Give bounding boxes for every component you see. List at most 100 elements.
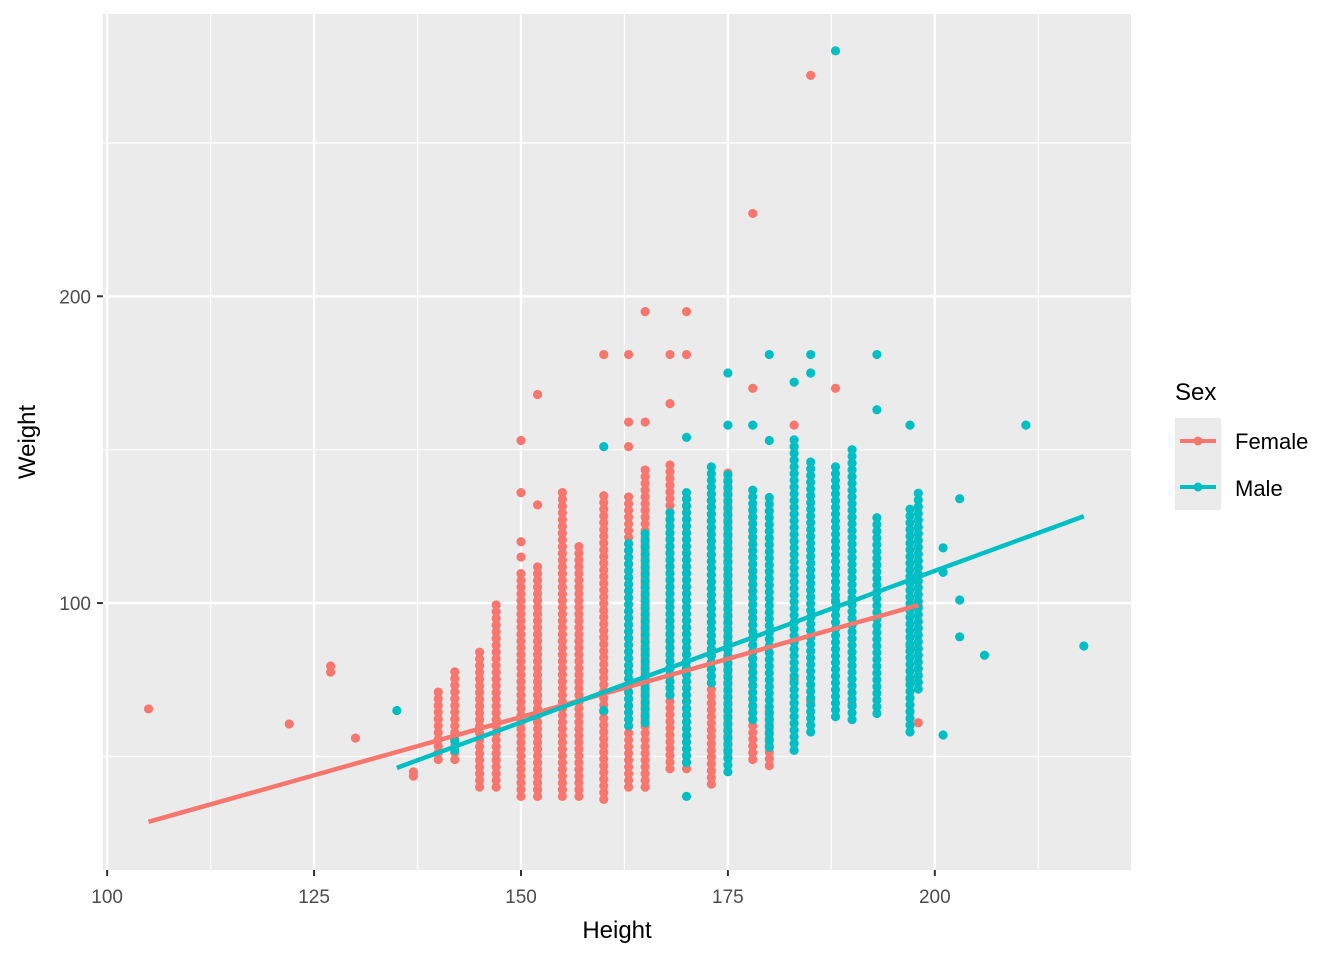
point-male [806,707,816,717]
point-male [806,639,816,649]
point-male [872,600,882,611]
point-female [557,771,567,781]
point-male [905,720,915,730]
point-male [764,506,774,516]
point-female [599,740,609,751]
point-female [623,775,634,786]
point-male [830,664,841,674]
point-male [789,469,799,479]
point-male [913,664,923,674]
point-male [723,625,733,635]
point-female [433,721,443,731]
point-male [748,559,758,570]
point-male [806,349,816,360]
point-female [557,535,567,545]
point-male [681,643,692,653]
point-male [681,535,692,545]
point-male [681,602,692,612]
point-male [706,509,716,519]
point-male [623,613,634,623]
point-male [847,566,857,576]
legend: Sex Female Male [1175,379,1308,510]
fit-lines [147,514,1085,824]
point-female [557,616,567,626]
point-male [789,583,799,593]
point-male [1021,420,1031,430]
point-male [789,570,799,580]
point-male [806,491,816,501]
point-male [723,740,733,750]
point-female [574,575,584,585]
point-male [913,495,923,505]
point-male [723,733,733,743]
point-female [574,663,584,673]
point-female [475,715,485,725]
point-male [706,664,716,674]
point-male [806,565,816,575]
point-male [640,542,650,552]
point-male [723,490,733,500]
point-male [830,502,841,512]
point-male [665,629,675,639]
legend-title: Sex [1175,379,1216,406]
point-female [599,585,609,595]
point-female [574,629,584,639]
point-female [557,650,567,660]
point-female [599,788,609,798]
point-female [640,728,650,738]
point-female [532,643,543,653]
point-female [623,505,634,516]
point-female [913,718,923,728]
point-male [913,637,923,647]
point-female [516,616,526,626]
point-male [706,529,716,539]
point-male [723,767,733,777]
point-female [599,599,609,609]
point-female [599,720,609,730]
point-male [806,484,816,494]
point-female [640,782,650,792]
point-male [806,558,816,568]
point-male [872,553,882,563]
point-female [475,688,485,698]
point-female [557,683,567,693]
point-female [665,716,675,727]
point-male [806,545,816,555]
point-female [681,349,692,360]
point-male [913,589,923,600]
point-female [350,733,361,743]
point-female [450,667,460,677]
point-female [599,673,609,683]
point-male [764,729,774,739]
point-female [574,542,584,552]
point-male [789,496,799,506]
point-male [640,549,650,559]
point-male [723,591,733,601]
point-male [665,643,675,653]
point-female [516,663,526,673]
point-female [599,639,609,649]
point-female [640,478,650,489]
point-male [748,492,758,502]
point-male [748,667,758,678]
point-male [748,580,758,590]
point-female [557,555,567,565]
point-female [706,772,716,782]
point-male [623,545,634,555]
point-male [706,630,716,641]
point-male [847,559,857,570]
point-male [623,694,634,704]
point-female [574,764,584,774]
point-male [830,549,841,560]
point-male [723,611,733,622]
point-male [847,526,857,536]
point-male [764,600,774,611]
point-female [599,646,609,656]
point-male [830,469,841,479]
point-female [516,656,526,666]
point-female [557,548,567,558]
point-male [764,513,774,523]
point-female [491,701,501,711]
point-male [748,613,758,624]
point-male [847,519,857,529]
